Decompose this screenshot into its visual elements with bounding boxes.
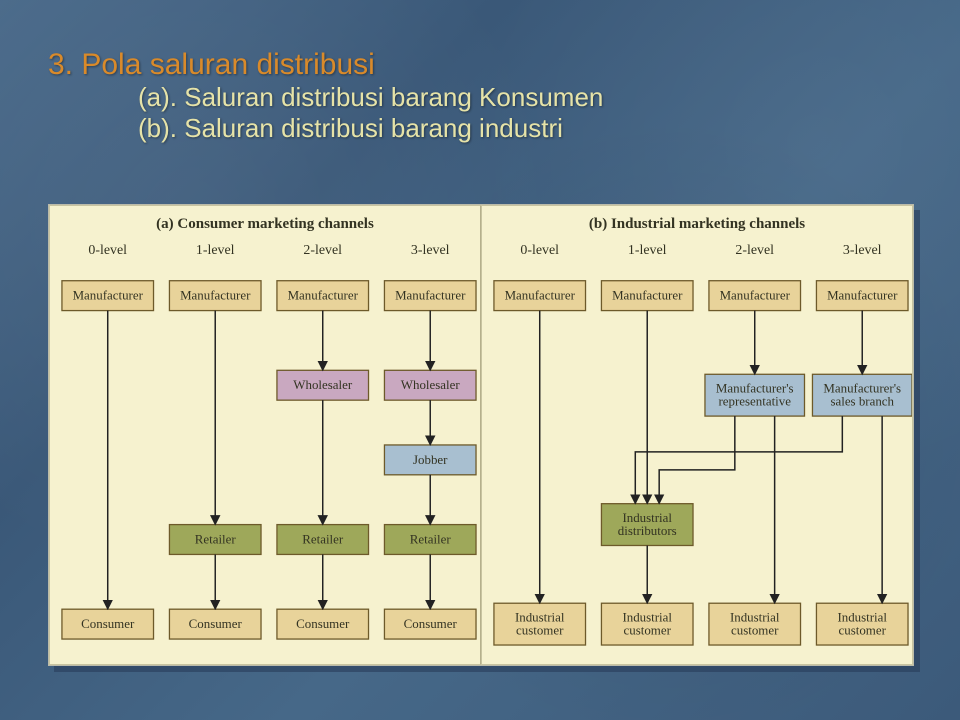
svg-text:Retailer: Retailer [195, 531, 237, 546]
svg-text:Retailer: Retailer [410, 531, 452, 546]
svg-text:Manufacturer: Manufacturer [73, 288, 144, 303]
heading-block: 3. Pola saluran distribusi (a). Saluran … [48, 48, 912, 144]
svg-text:0-level: 0-level [520, 243, 559, 258]
panel-consumer: (a) Consumer marketing channels 0-level1… [49, 205, 481, 665]
diagram-panel-wrap: (a) Consumer marketing channels 0-level1… [48, 204, 914, 666]
svg-text:Manufacturer: Manufacturer [288, 288, 359, 303]
panel-consumer-svg: 0-level 1-level 2-level 3-level Manufacturer… [50, 206, 480, 664]
svg-text:Consumer: Consumer [81, 616, 135, 631]
svg-text:customer: customer [516, 623, 564, 638]
svg-text:1-level: 1-level [196, 243, 235, 258]
svg-text:customer: customer [624, 623, 672, 638]
svg-text:Consumer: Consumer [189, 616, 243, 631]
heading-title: 3. Pola saluran distribusi [48, 48, 912, 82]
heading-sub-b: (b). Saluran distribusi barang industri [138, 113, 912, 144]
svg-text:3-level: 3-level [411, 243, 450, 258]
svg-text:3-level: 3-level [843, 243, 882, 258]
svg-text:Retailer: Retailer [302, 531, 344, 546]
svg-text:sales branch: sales branch [830, 394, 894, 409]
panel-industrial-svg: 0-level 1-level 2-level 3-level Manufacturer… [482, 206, 912, 664]
svg-text:0-level: 0-level [88, 243, 127, 258]
svg-text:Manufacturer: Manufacturer [612, 288, 683, 303]
svg-text:1-level: 1-level [628, 243, 667, 258]
svg-text:Wholesaler: Wholesaler [401, 377, 461, 392]
svg-text:Jobber: Jobber [413, 452, 448, 467]
svg-text:2-level: 2-level [303, 243, 342, 258]
svg-text:Consumer: Consumer [296, 616, 350, 631]
svg-text:Consumer: Consumer [404, 616, 458, 631]
svg-text:Manufacturer: Manufacturer [395, 288, 466, 303]
heading-sub-a: (a). Saluran distribusi barang Konsumen [138, 82, 912, 113]
svg-text:Manufacturer: Manufacturer [180, 288, 251, 303]
svg-text:2-level: 2-level [735, 243, 774, 258]
svg-text:Wholesaler: Wholesaler [293, 377, 353, 392]
svg-text:Manufacturer: Manufacturer [505, 288, 576, 303]
svg-text:customer: customer [839, 623, 887, 638]
panel-industrial: (b) Industrial marketing channels 0-leve… [481, 205, 913, 665]
svg-text:Manufacturer: Manufacturer [827, 288, 898, 303]
svg-text:distributors: distributors [618, 523, 677, 538]
svg-text:representative: representative [718, 394, 791, 409]
svg-text:Manufacturer: Manufacturer [720, 288, 791, 303]
svg-text:customer: customer [731, 623, 779, 638]
